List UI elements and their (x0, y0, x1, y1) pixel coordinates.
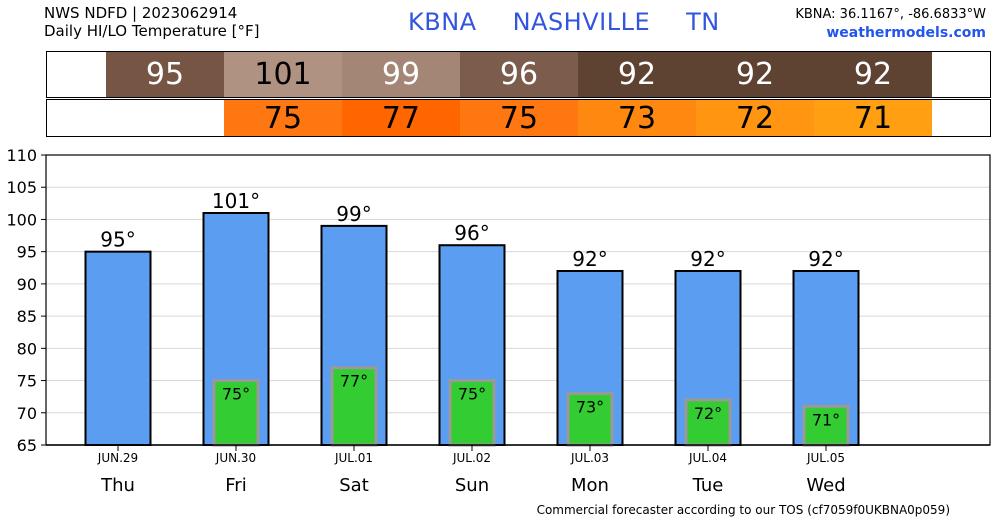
high-temp-label: 95° (100, 228, 135, 252)
header-right: KBNA: 36.1167°, -86.6833°W weathermodels… (795, 6, 986, 42)
date-label: JUL.04 (688, 451, 727, 465)
site-link[interactable]: weathermodels.com (826, 25, 986, 41)
low-temp-label: 77° (340, 372, 368, 391)
low-temp-label: 71° (812, 410, 840, 429)
low-temp-cell: 72 (696, 100, 814, 136)
high-temp-label: 92° (690, 247, 725, 271)
low-temp-bar (684, 398, 732, 447)
high-temp-label: 101° (212, 189, 260, 213)
low-temp-cell: 75 (460, 100, 578, 136)
y-tick-label: 95 (17, 243, 37, 262)
station-id: KBNA (408, 8, 477, 36)
date-label: JUN.29 (97, 451, 138, 465)
y-tick-label: 105 (6, 178, 37, 197)
low-temp-cell: 73 (578, 100, 696, 136)
high-temp-label: 92° (572, 247, 607, 271)
date-label: JUN.30 (215, 451, 256, 465)
temperature-bar-chart: 65 70 75 80 85 90 95 100 105 110 95° JUN.29 Thu 101° 7… (6, 146, 991, 496)
day-label: Sun (455, 475, 489, 496)
high-temp-cell: 95 (106, 52, 224, 97)
low-temp-bar (212, 379, 260, 447)
low-temp-label: 75° (222, 385, 250, 404)
day-label: Mon (571, 475, 609, 496)
date-label: JUL.01 (334, 451, 373, 465)
header-info: NWS NDFD | 2023062914 Daily HI/LO Temper… (44, 4, 260, 40)
high-temp-band: 95 101 99 96 92 92 92 (46, 51, 991, 98)
day-label: Fri (225, 475, 246, 496)
y-tick-label: 70 (17, 404, 37, 423)
low-temp-bar (448, 379, 496, 447)
low-temp-band: 75 77 75 73 72 71 (46, 99, 991, 137)
model-run-label: NWS NDFD | 2023062914 (44, 4, 238, 22)
high-temp-cell: 99 (342, 52, 460, 97)
high-temp-bar (84, 250, 152, 446)
low-temp-cell: 71 (814, 100, 932, 136)
low-temp-cell: 75 (224, 100, 342, 136)
date-label: JUL.03 (570, 451, 609, 465)
y-tick-label: 110 (6, 146, 37, 165)
high-temp-label: 99° (336, 202, 371, 226)
station-coords: KBNA: 36.1167°, -86.6833°W (795, 7, 986, 22)
y-tick-label: 65 (17, 436, 37, 455)
high-temp-cell: 92 (814, 52, 932, 97)
low-temp-cell: 77 (342, 100, 460, 136)
station-title: KBNA NASHVILLE TN (408, 8, 756, 36)
high-temp-cell: 92 (578, 52, 696, 97)
day-label: Wed (806, 475, 845, 496)
date-label: JUL.05 (806, 451, 845, 465)
day-label: Thu (100, 475, 135, 496)
city-name: NASHVILLE (512, 8, 651, 36)
day-label: Sat (339, 475, 369, 496)
y-tick-label: 100 (6, 210, 37, 229)
high-temp-label: 92° (808, 247, 843, 271)
state-code: TN (686, 8, 720, 36)
low-temp-label: 73° (576, 397, 604, 416)
y-tick-label: 80 (17, 339, 37, 358)
high-temp-cell: 92 (696, 52, 814, 97)
product-label: Daily HI/LO Temperature [°F] (44, 22, 260, 40)
footer-note: Commercial forecaster according to our T… (536, 503, 950, 517)
low-temp-bar (330, 366, 378, 447)
y-tick-label: 85 (17, 307, 37, 326)
day-label: Tue (692, 475, 724, 496)
y-tick-label: 75 (17, 372, 37, 391)
high-temp-cell: 96 (460, 52, 578, 97)
date-label: JUL.02 (452, 451, 491, 465)
high-temp-label: 96° (454, 221, 489, 245)
low-temp-label: 75° (458, 385, 486, 404)
low-temp-label: 72° (694, 404, 722, 423)
y-tick-label: 90 (17, 275, 37, 294)
high-temp-cell: 101 (224, 52, 342, 97)
